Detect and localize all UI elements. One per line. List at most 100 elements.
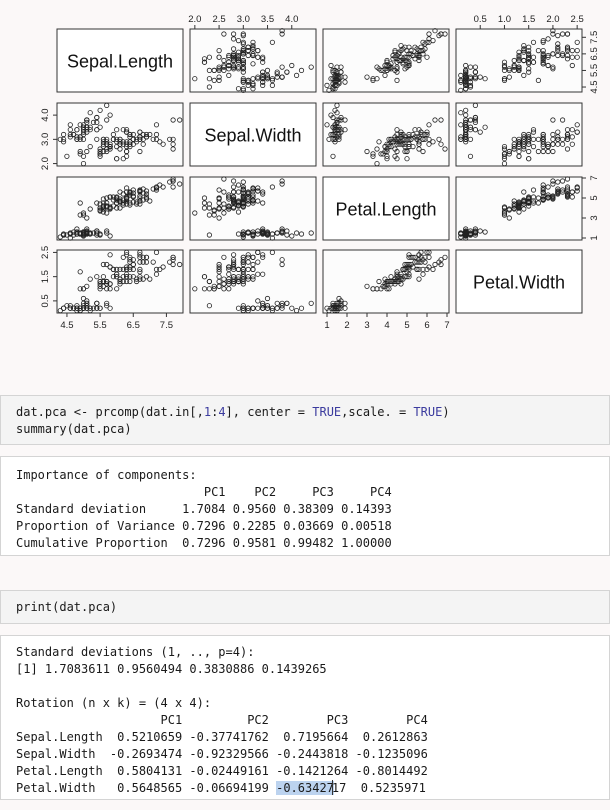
data-point [143, 194, 150, 200]
data-point [114, 286, 120, 292]
code-line: print(dat.pca) [16, 600, 118, 614]
data-point [526, 69, 532, 75]
data-point [555, 191, 561, 197]
data-point [279, 300, 285, 306]
panel-frame [56, 176, 184, 241]
tick-label: 6.5 [127, 320, 140, 331]
data-point [137, 252, 143, 258]
data-point [153, 271, 160, 277]
data-point [394, 77, 400, 84]
data-point [394, 127, 400, 133]
pca-code[interactable]: dat.pca <- prcomp(dat.in[,1:4], center =… [1, 396, 609, 438]
selected-text[interactable]: -0.63427 [276, 781, 334, 795]
data-point [264, 295, 271, 302]
data-point [463, 107, 469, 113]
data-point [80, 122, 87, 128]
data-point [540, 54, 546, 60]
data-point [398, 271, 404, 277]
data-point [540, 141, 546, 147]
print-code[interactable]: print(dat.pca) [1, 591, 609, 616]
data-point [226, 66, 232, 72]
data-point [74, 134, 80, 140]
data-point [386, 141, 392, 147]
data-point [550, 51, 556, 57]
data-point [342, 79, 348, 85]
panel-frame [189, 28, 317, 93]
data-point [90, 305, 97, 311]
data-point [216, 187, 222, 193]
data-point [279, 305, 285, 311]
data-point [124, 274, 130, 280]
data-point [235, 202, 242, 208]
data-point [160, 141, 166, 147]
data-point [84, 226, 90, 232]
data-point [342, 74, 348, 80]
data-point [153, 185, 160, 191]
data-point [406, 266, 412, 272]
data-point [501, 59, 508, 65]
data-point [472, 64, 478, 70]
data-point [104, 230, 110, 236]
data-point [540, 185, 546, 191]
data-point [260, 191, 266, 197]
data-point [521, 57, 527, 64]
data-point [516, 64, 522, 70]
data-point [245, 252, 251, 258]
data-point [245, 201, 251, 207]
data-point [67, 134, 73, 140]
data-point [245, 266, 251, 272]
data-point [526, 141, 532, 147]
output-line: Rotation (n x k) = (4 x 4): [16, 696, 212, 710]
data-point [211, 208, 217, 214]
data-point [255, 259, 261, 265]
data-point [245, 191, 251, 197]
data-point [231, 252, 237, 258]
data-point [394, 271, 400, 277]
data-point [250, 276, 256, 282]
text-cursor-icon [331, 780, 333, 795]
data-point [240, 274, 246, 280]
summary-output: Importance of components: PC1 PC2 PC3 PC… [1, 457, 609, 552]
print-output[interactable]: Standard deviations (1, .., p=4): [1] 1.7… [1, 636, 609, 797]
data-point [274, 74, 280, 80]
data-point [80, 231, 87, 237]
data-point [167, 259, 173, 265]
pca-code-cell[interactable]: dat.pca <- prcomp(dat.in[,1:4], center =… [0, 395, 610, 445]
data-point [279, 257, 285, 263]
data-point [170, 146, 176, 152]
data-point [463, 131, 469, 138]
print-output-cell: Standard deviations (1, .., p=4): [1] 1.7… [0, 635, 610, 800]
data-point [221, 189, 227, 195]
data-point [100, 141, 107, 147]
data-point [402, 66, 408, 72]
data-point [376, 278, 382, 285]
data-point [127, 257, 133, 263]
data-point [416, 146, 422, 152]
tick-label: 3.5 [261, 14, 274, 25]
data-point [545, 54, 551, 60]
data-point [463, 76, 469, 82]
data-point [564, 134, 571, 140]
data-point [120, 278, 126, 285]
data-point [250, 44, 256, 50]
data-point [140, 136, 146, 142]
data-point [574, 47, 580, 54]
data-point [107, 194, 113, 200]
data-point [100, 261, 107, 268]
data-point [378, 286, 384, 292]
data-point [240, 229, 246, 235]
data-point [80, 129, 87, 135]
data-point [550, 178, 556, 184]
data-point [467, 84, 474, 90]
data-point [426, 36, 432, 42]
data-point [394, 136, 400, 142]
data-point [221, 57, 227, 64]
data-point [416, 52, 422, 59]
print-code-cell[interactable]: print(dat.pca) [0, 590, 610, 624]
data-point [467, 153, 474, 159]
data-point [114, 274, 120, 280]
data-point [235, 200, 242, 206]
data-point [506, 215, 512, 221]
data-point [390, 278, 396, 285]
data-point [501, 67, 508, 74]
